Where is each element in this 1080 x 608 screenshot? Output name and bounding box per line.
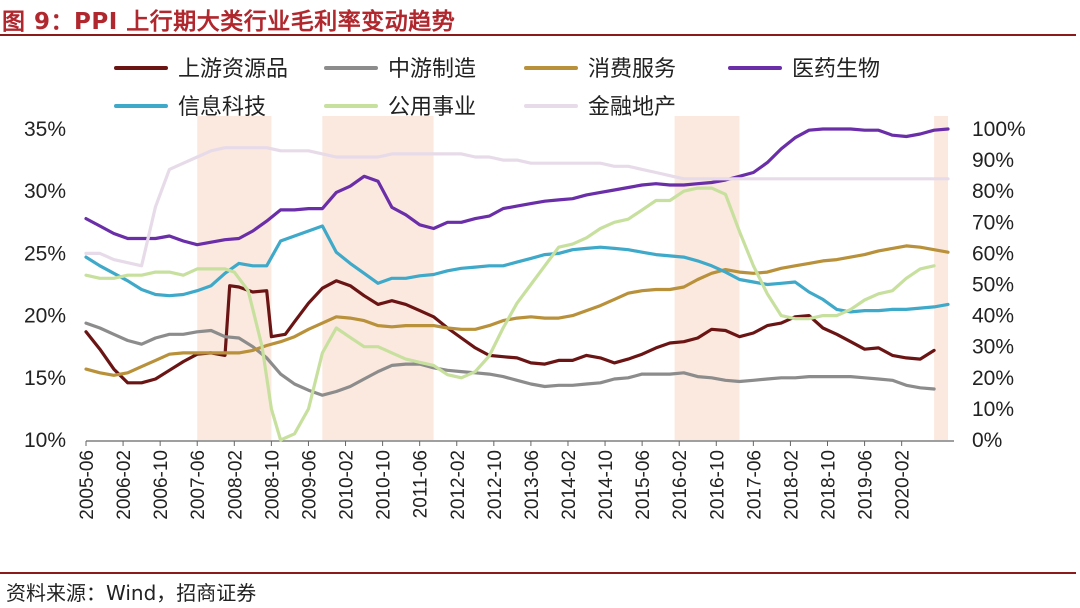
x-tick-label: 2019-06	[856, 450, 877, 520]
series-line-2	[84, 321, 936, 397]
legend-label: 金融地产	[588, 95, 676, 120]
source-divider	[0, 572, 1076, 574]
right-axis: 0% 10% 20% 30% 40% 50% 60% 70% 80% 90% 100%	[972, 118, 1026, 452]
series-lines	[84, 127, 950, 442]
y-right-tick-label: 70%	[972, 211, 1014, 234]
x-tick-label: 2015-06	[633, 450, 654, 520]
x-tick-label: 2008-10	[262, 450, 283, 520]
x-tick-label: 2014-10	[596, 450, 617, 520]
y-left-tick-label: 35%	[24, 118, 66, 141]
left-axis: 10% 15% 20% 25% 30% 35%	[24, 118, 66, 452]
x-tick-label: 2016-10	[707, 450, 728, 520]
y-left-tick-label: 25%	[24, 242, 66, 265]
y-left-tick-label: 30%	[24, 180, 66, 203]
series-line-6	[84, 186, 936, 442]
x-tick-label: 2006-02	[114, 450, 135, 520]
series-line-1	[84, 279, 936, 385]
x-tick-label: 2012-02	[448, 450, 469, 520]
series-line-3	[84, 244, 950, 377]
shaded-period-1	[197, 116, 272, 440]
y-left-tick-label: 10%	[24, 429, 66, 452]
x-axis: 2005-06 2006-02 2006-10 2007-06 2008-02 2008-…	[77, 440, 954, 520]
x-tick-label: 2008-02	[225, 450, 246, 520]
x-tick-label: 2010-10	[374, 450, 395, 520]
y-right-tick-label: 80%	[972, 180, 1014, 203]
x-tick-label: 2013-06	[522, 450, 543, 520]
legend-label: 公用事业	[388, 95, 476, 120]
legend-label: 消费服务	[588, 57, 676, 82]
figure-title: 图 9：PPI 上行期大类行业毛利率变动趋势	[2, 9, 456, 35]
x-tick-label: 2007-06	[188, 450, 209, 520]
legend-label: 上游资源品	[178, 57, 288, 82]
x-tick-label: 2005-06	[77, 450, 98, 520]
y-left-tick-label: 15%	[24, 367, 66, 390]
source-note: 资料来源：Wind，招商证券	[6, 581, 257, 605]
y-right-tick-label: 90%	[972, 149, 1014, 172]
x-tick-label: 2011-06	[411, 450, 432, 518]
y-right-tick-label: 100%	[972, 118, 1026, 141]
x-tick-label: 2012-10	[485, 450, 506, 520]
legend-label: 信息科技	[178, 95, 266, 120]
y-right-tick-label: 20%	[972, 367, 1014, 390]
y-right-tick-label: 40%	[972, 305, 1014, 328]
legend-label: 中游制造	[388, 57, 476, 82]
shaded-period-3	[674, 116, 740, 440]
x-tick-label: 2006-10	[151, 450, 172, 520]
series-line-4	[84, 127, 950, 247]
x-tick-label: 2009-06	[299, 450, 320, 520]
x-tick-label: 2017-06	[744, 450, 765, 520]
y-right-tick-label: 10%	[972, 398, 1014, 421]
y-right-tick-label: 50%	[972, 274, 1014, 297]
y-right-tick-label: 0%	[972, 429, 1002, 452]
x-tick-label: 2016-02	[670, 450, 691, 520]
y-left-tick-label: 20%	[24, 305, 66, 328]
y-right-tick-label: 60%	[972, 242, 1014, 265]
title-divider	[0, 34, 1076, 36]
x-tick-label: 2018-02	[781, 450, 802, 520]
y-right-tick-label: 30%	[972, 336, 1014, 359]
x-tick-label: 2020-02	[893, 450, 914, 520]
x-tick-label: 2018-10	[819, 450, 840, 520]
shaded-period-4	[934, 116, 948, 440]
legend-label: 医药生物	[792, 57, 880, 82]
x-tick-label: 2010-02	[337, 450, 358, 520]
x-tick-label: 2014-02	[559, 450, 580, 520]
series-line-7	[84, 146, 950, 268]
line-chart: 10% 15% 20% 25% 30% 35% 0% 10% 20% 30% 40% 50% 60% 7…	[24, 57, 1026, 520]
